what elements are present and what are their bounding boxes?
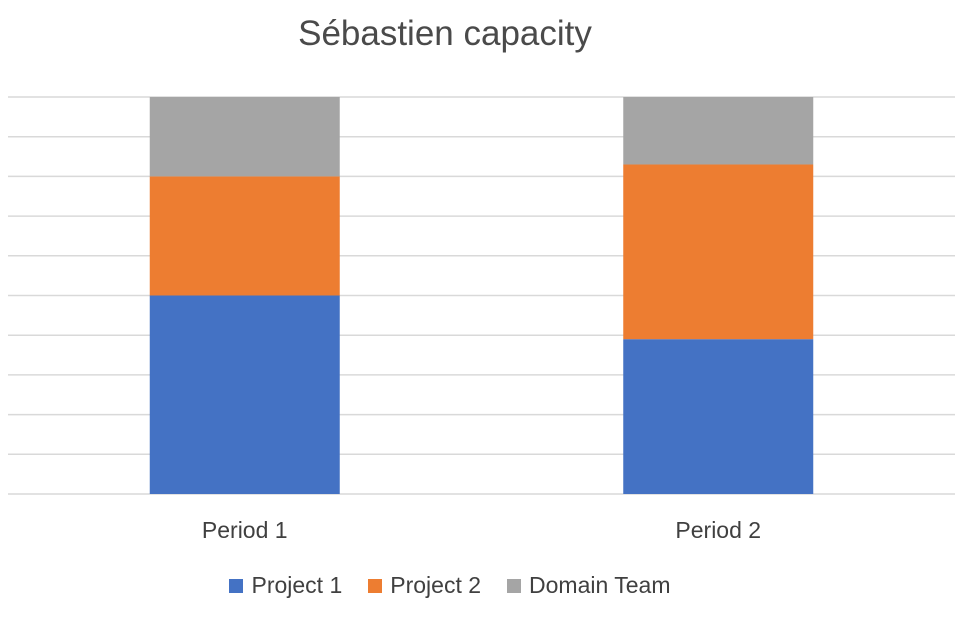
bar-project-2-period-1 xyxy=(149,176,340,296)
legend-item: Project 2 xyxy=(368,572,481,599)
bar-domain-team-period-1 xyxy=(149,97,340,177)
x-tick-label: Period 2 xyxy=(675,517,761,543)
legend-swatch xyxy=(507,578,522,593)
legend-item: Project 1 xyxy=(229,572,342,599)
legend-swatch xyxy=(229,578,244,593)
bar-project-1-period-2 xyxy=(623,339,814,494)
legend-label: Project 2 xyxy=(390,572,482,598)
x-tick-label: Period 1 xyxy=(202,517,288,543)
legend: Project 1 Project 2 Domain Team xyxy=(0,572,900,599)
legend-label: Project 1 xyxy=(251,572,343,598)
bar-domain-team-period-2 xyxy=(623,97,814,165)
bar-project-1-period-1 xyxy=(149,295,340,494)
legend-label: Domain Team xyxy=(529,572,671,598)
bar-project-2-period-2 xyxy=(623,164,814,340)
legend-swatch xyxy=(368,578,383,593)
legend-item: Domain Team xyxy=(507,572,671,599)
chart-title: Sébastien capacity xyxy=(298,14,592,53)
